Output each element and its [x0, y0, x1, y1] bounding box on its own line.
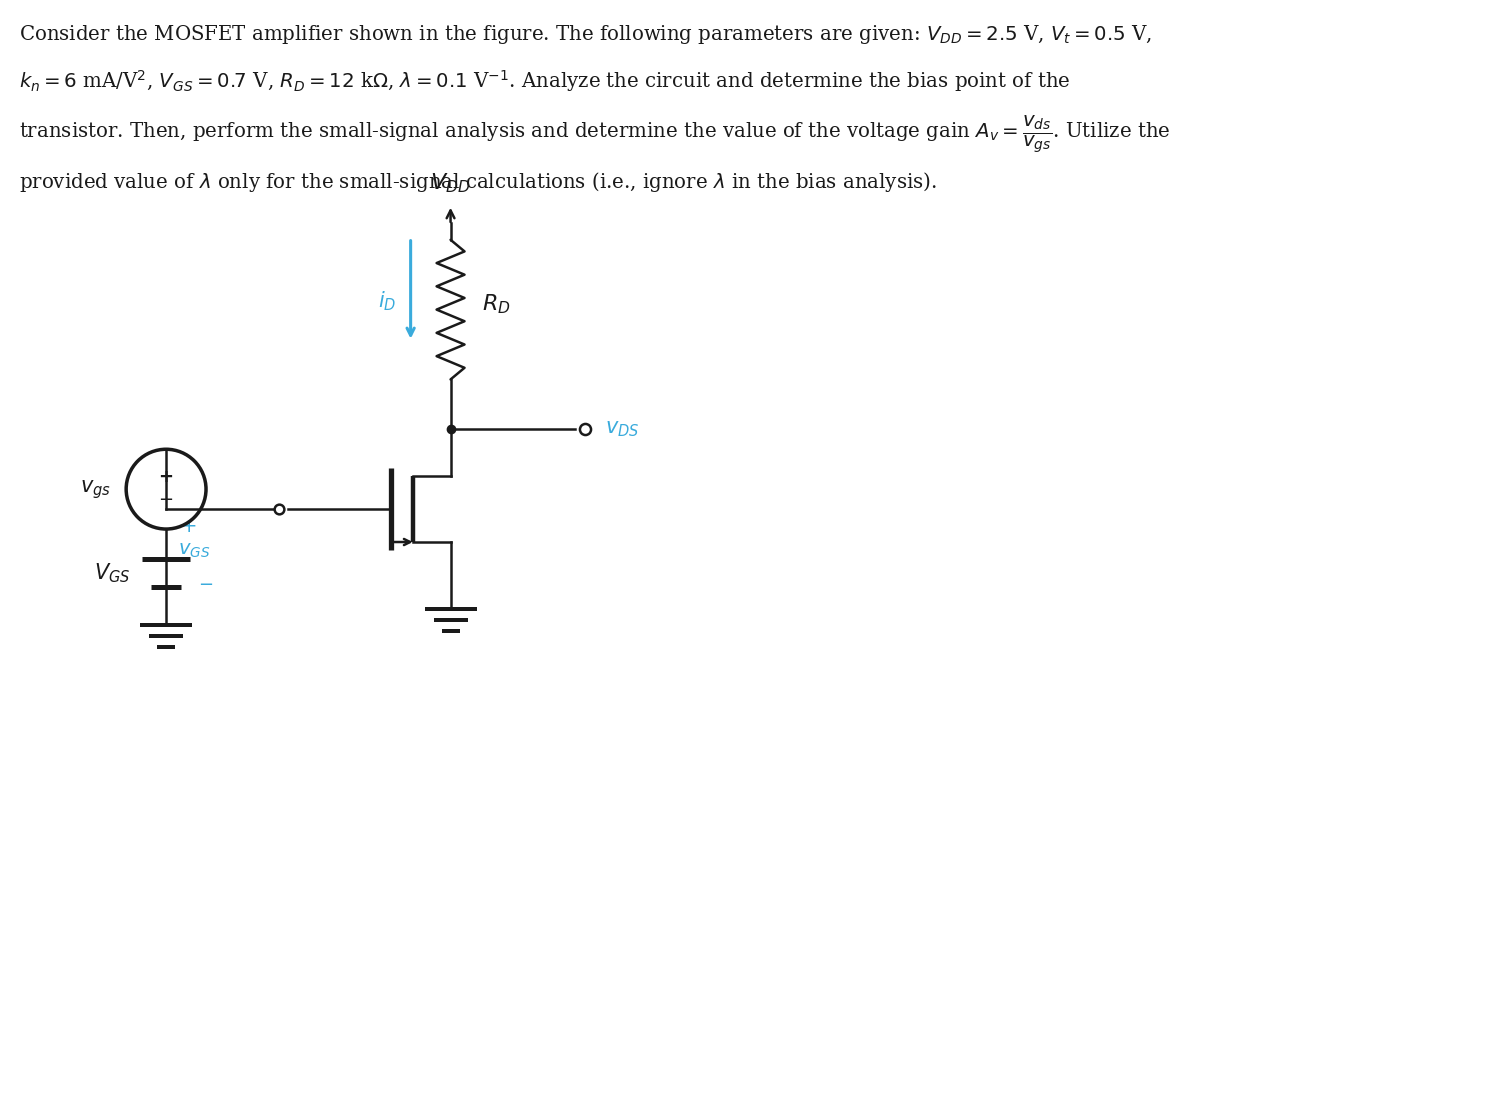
Text: $k_n = 6$ mA/V$^2$, $V_{GS} = 0.7$ V, $R_D = 12$ k$\Omega$, $\lambda = 0.1$ V$^{: $k_n = 6$ mA/V$^2$, $V_{GS} = 0.7$ V, $R… [20, 68, 1071, 94]
Text: transistor. Then, perform the small-signal analysis and determine the value of t: transistor. Then, perform the small-sign… [20, 113, 1170, 155]
Text: $v_{GS}$: $v_{GS}$ [178, 542, 211, 560]
Text: $v_{gs}$: $v_{gs}$ [80, 478, 111, 501]
Text: −: − [158, 491, 173, 509]
Text: $V_{DD}$: $V_{DD}$ [431, 172, 471, 195]
Text: +: + [158, 468, 173, 486]
Text: +: + [181, 517, 197, 536]
Text: Consider the MOSFET amplifier shown in the figure. The following parameters are : Consider the MOSFET amplifier shown in t… [20, 23, 1152, 46]
Text: $R_D$: $R_D$ [482, 293, 511, 316]
Text: $V_{GS}$: $V_{GS}$ [93, 561, 130, 584]
Text: −: − [197, 575, 214, 594]
Text: provided value of $\lambda$ only for the small-signal calculations (i.e., ignore: provided value of $\lambda$ only for the… [20, 170, 937, 194]
Text: $v_{DS}$: $v_{DS}$ [605, 419, 640, 440]
Text: $i_D$: $i_D$ [378, 290, 396, 313]
